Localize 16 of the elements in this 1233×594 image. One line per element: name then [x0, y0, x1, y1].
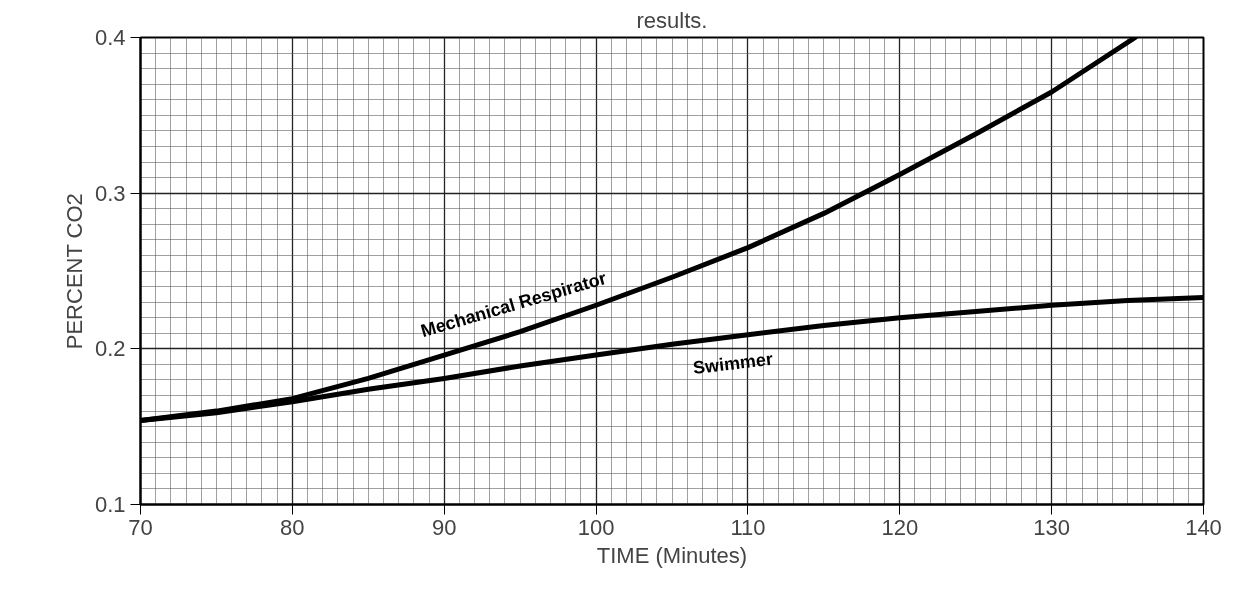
x-tick-label: 120	[881, 514, 919, 540]
y-tick-label: 0.2	[94, 336, 126, 362]
x-axis-title: TIME (Minutes)	[596, 542, 748, 568]
text: Swimmer	[692, 348, 774, 379]
y-tick-label: 0.4	[94, 25, 126, 50]
y-axis-title: PERCENT CO2	[61, 193, 87, 350]
y-tick-label: 0.1	[94, 492, 126, 517]
chart-title: results.	[636, 7, 708, 33]
x-tick-label: 80	[280, 514, 305, 540]
x-tick-label: 110	[730, 514, 766, 540]
x-tick-label: 140	[1185, 514, 1222, 540]
y-tick-label: 0.3	[94, 180, 126, 206]
x-tick-label: 70	[128, 514, 153, 540]
x-tick-label: 100	[577, 514, 615, 540]
x-tick-label: 90	[431, 514, 457, 540]
x-tick-label: 130	[1033, 514, 1071, 540]
